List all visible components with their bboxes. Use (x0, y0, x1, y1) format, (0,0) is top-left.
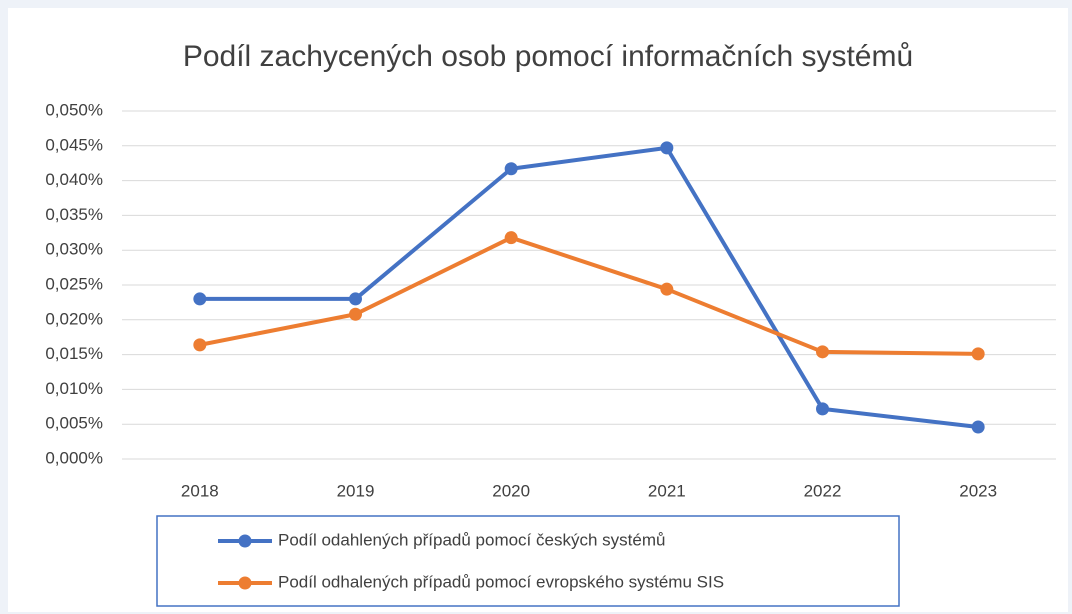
x-tick-label: 2019 (337, 481, 375, 500)
y-tick-label: 0,000% (45, 448, 103, 467)
y-tick-label: 0,035% (45, 205, 103, 224)
y-tick-label: 0,005% (45, 414, 103, 433)
x-tick-label: 2021 (648, 481, 686, 500)
chart-area (8, 8, 1068, 612)
legend-label: Podíl odahlených případů pomocí českých … (278, 530, 665, 549)
y-tick-label: 0,020% (45, 309, 103, 328)
y-tick-label: 0,025% (45, 274, 103, 293)
point (504, 231, 518, 245)
y-tick-label: 0,015% (45, 344, 103, 363)
legend-label: Podíl odhalených případů pomocí evropské… (278, 572, 724, 591)
point (971, 347, 985, 361)
chart-title: Podíl zachycených osob pomocí informační… (183, 40, 913, 73)
point (193, 338, 207, 352)
legend-marker (238, 576, 252, 590)
point (660, 141, 674, 155)
point (349, 307, 362, 321)
legend (156, 515, 900, 607)
x-tick-label: 2023 (959, 481, 997, 500)
point (816, 345, 829, 359)
y-tick-label: 0,050% (45, 100, 103, 119)
legend-marker (238, 534, 252, 548)
point (816, 402, 829, 416)
point (660, 282, 674, 296)
series-line (199, 145, 979, 429)
point (349, 292, 362, 306)
point (193, 292, 207, 306)
y-tick-label: 0,010% (45, 379, 103, 398)
y-tick-label: 0,040% (45, 170, 103, 189)
x-tick-label: 2018 (181, 481, 219, 500)
y-tick-label: 0,030% (45, 240, 103, 259)
y-tick-label: 0,045% (45, 135, 103, 154)
x-tick-label: 2022 (804, 481, 842, 500)
series-line (199, 235, 979, 356)
point (504, 162, 518, 176)
point (971, 420, 985, 434)
x-tick-label: 2020 (492, 481, 530, 500)
